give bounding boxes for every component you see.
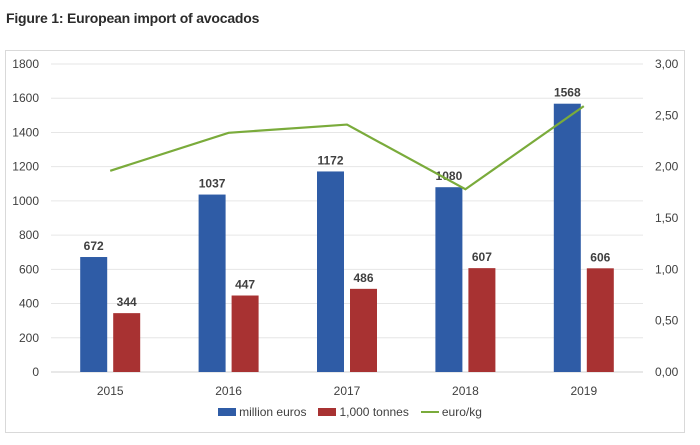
bar-1-000-tonnes	[231, 295, 259, 372]
legend-item-million-euros: million euros	[218, 405, 306, 419]
bar-million-euros	[80, 257, 108, 372]
legend-item-euro-kg: euro/kg	[420, 405, 482, 419]
y-left-tick-label: 600	[19, 262, 39, 276]
legend: million euros 1,000 tonnes euro/kg	[0, 405, 700, 419]
y-right-tick-label: 0,00	[655, 365, 679, 379]
y-right-tick-label: 0,50	[655, 314, 679, 328]
legend-swatch-tonnes	[318, 408, 337, 416]
y-left-tick-label: 1800	[12, 57, 39, 71]
legend-swatch-million-euros	[218, 408, 237, 416]
data-label: 1568	[554, 86, 581, 100]
y-left-tick-label: 800	[19, 228, 39, 242]
bar-million-euros	[198, 194, 226, 372]
legend-label: 1,000 tonnes	[339, 405, 409, 419]
bar-million-euros	[553, 103, 581, 372]
x-tick-label: 2019	[570, 384, 597, 398]
x-tick-label: 2018	[452, 384, 479, 398]
x-tick-label: 2015	[97, 384, 124, 398]
data-label: 1172	[317, 153, 343, 167]
data-label: 607	[472, 250, 492, 264]
bar-million-euros	[317, 171, 344, 372]
legend-item-tonnes: 1,000 tonnes	[318, 405, 409, 419]
data-label: 672	[84, 239, 104, 253]
data-label: 606	[590, 250, 610, 264]
data-label: 1080	[436, 169, 463, 183]
y-right-tick-label: 3,00	[655, 57, 679, 71]
y-left-tick-label: 0	[32, 365, 39, 379]
line-euro-per-kg	[109, 105, 585, 191]
x-tick-label: 2017	[334, 384, 361, 398]
y-right-tick-label: 2,50	[655, 108, 679, 122]
y-left-tick-label: 1400	[12, 125, 39, 139]
data-label: 447	[235, 278, 255, 292]
y-left-tick-label: 1000	[12, 194, 39, 208]
chart-frame	[5, 50, 685, 433]
bar-million-euros	[435, 187, 463, 372]
legend-label: million euros	[239, 405, 307, 419]
y-left-tick-label: 1200	[12, 160, 39, 174]
y-right-tick-label: 1,50	[655, 211, 679, 225]
figure-title: Figure 1: European import of avocados	[6, 10, 260, 26]
data-label: 486	[353, 271, 373, 285]
y-left-tick-label: 1600	[12, 91, 39, 105]
y-right-tick-label: 1,00	[655, 262, 679, 276]
bar-1-000-tonnes	[350, 288, 377, 372]
bar-1-000-tonnes	[586, 268, 614, 372]
data-label: 344	[117, 295, 137, 309]
legend-swatch-euro-kg	[420, 411, 439, 413]
data-label: 1037	[199, 177, 226, 191]
x-tick-label: 2016	[215, 384, 242, 398]
y-left-tick-label: 200	[19, 331, 39, 345]
y-right-tick-label: 2,00	[655, 160, 679, 174]
y-left-tick-label: 400	[19, 297, 39, 311]
bar-1-000-tonnes	[113, 313, 141, 372]
bar-1-000-tonnes	[468, 268, 496, 372]
legend-label: euro/kg	[441, 405, 482, 419]
